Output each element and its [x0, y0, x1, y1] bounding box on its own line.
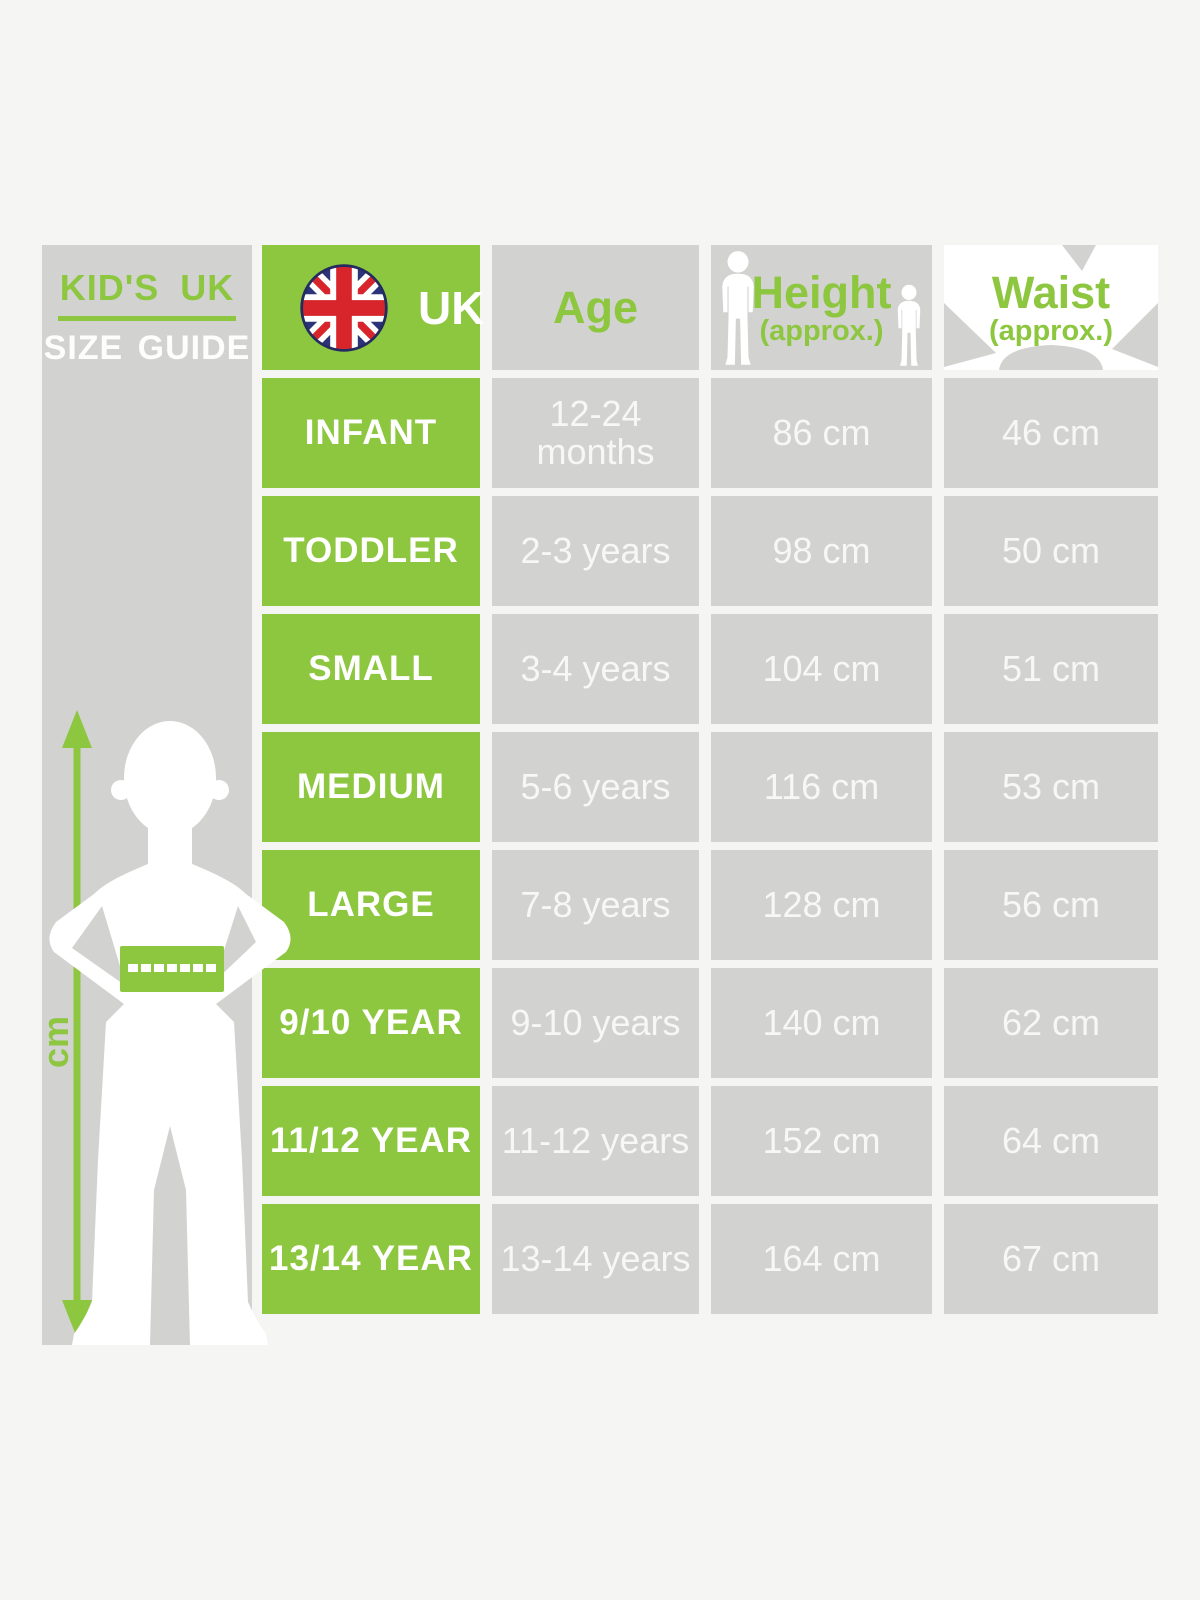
- age-value-cell: 13-14 years: [492, 1204, 699, 1314]
- waistband-dashes: [128, 964, 216, 972]
- height-value-cell: 152 cm: [711, 1086, 932, 1196]
- page-subtitle: SIZE GUIDE: [43, 329, 251, 367]
- age-value-cell: 11-12 years: [492, 1086, 699, 1196]
- size-table: UK Age Height (approx.): [262, 245, 1158, 1314]
- waist-value-cell: 51 cm: [944, 614, 1158, 724]
- age-value-cell: 3-4 years: [492, 614, 699, 724]
- size-label-cell: TODDLER: [262, 496, 480, 606]
- waist-value-cell: 67 cm: [944, 1204, 1158, 1314]
- size-label-cell: MEDIUM: [262, 732, 480, 842]
- size-label-cell: SMALL: [262, 614, 480, 724]
- age-value-cell: 7-8 years: [492, 850, 699, 960]
- double-arrow-icon: [62, 710, 92, 1338]
- age-column-label: Age: [552, 281, 638, 333]
- height-approx-label: (approx.): [759, 314, 884, 347]
- header-age-cell: Age: [492, 245, 699, 370]
- header-height-cell: Height (approx.): [711, 245, 932, 370]
- age-value-cell: 5-6 years: [492, 732, 699, 842]
- waist-approx-label: (approx.): [988, 314, 1114, 347]
- height-value-cell: 86 cm: [711, 378, 932, 488]
- height-value-cell: 128 cm: [711, 850, 932, 960]
- size-label-cell: 13/14 YEAR: [262, 1204, 480, 1314]
- age-value-cell: 2-3 years: [492, 496, 699, 606]
- title-underline: [58, 316, 236, 321]
- size-label-cell: INFANT: [262, 378, 480, 488]
- height-value-cell: 104 cm: [711, 614, 932, 724]
- waist-value-cell: 46 cm: [944, 378, 1158, 488]
- armpit-gaps: [72, 906, 256, 986]
- height-value-cell: 98 cm: [711, 496, 932, 606]
- kid-silhouette: cm: [35, 710, 291, 1345]
- size-label-cell: LARGE: [262, 850, 480, 960]
- page-title: KID'S UK: [59, 267, 235, 308]
- waist-value-cell: 62 cm: [944, 968, 1158, 1078]
- uk-column-label: UK: [418, 281, 485, 334]
- person-small-icon: [897, 284, 921, 366]
- waist-silhouette-icon: [944, 245, 1158, 370]
- waist-value-cell: 50 cm: [944, 496, 1158, 606]
- waist-value-cell: 64 cm: [944, 1086, 1158, 1196]
- age-value-cell: 12-24 months: [492, 378, 699, 488]
- waist-value-cell: 53 cm: [944, 732, 1158, 842]
- uk-flag-icon: [300, 263, 388, 352]
- age-value-cell: 9-10 years: [492, 968, 699, 1078]
- cm-label: cm: [35, 1016, 76, 1068]
- waist-column-label: Waist: [991, 266, 1111, 318]
- height-value-cell: 116 cm: [711, 732, 932, 842]
- height-value-cell: 164 cm: [711, 1204, 932, 1314]
- kid-body: [49, 721, 291, 1345]
- header-waist-cell: Waist (approx.): [944, 245, 1158, 370]
- age-value: 12-24 months: [536, 393, 655, 472]
- waist-value-cell: 56 cm: [944, 850, 1158, 960]
- panel-title: KID'S UK SIZE GUIDE: [42, 267, 252, 368]
- height-column-label: Height: [751, 266, 892, 318]
- size-label-cell: 11/12 YEAR: [262, 1086, 480, 1196]
- person-tall-icon: [722, 251, 754, 365]
- header-uk-cell: UK: [262, 245, 484, 370]
- height-value-cell: 140 cm: [711, 968, 932, 1078]
- size-label-cell: 9/10 YEAR: [262, 968, 480, 1078]
